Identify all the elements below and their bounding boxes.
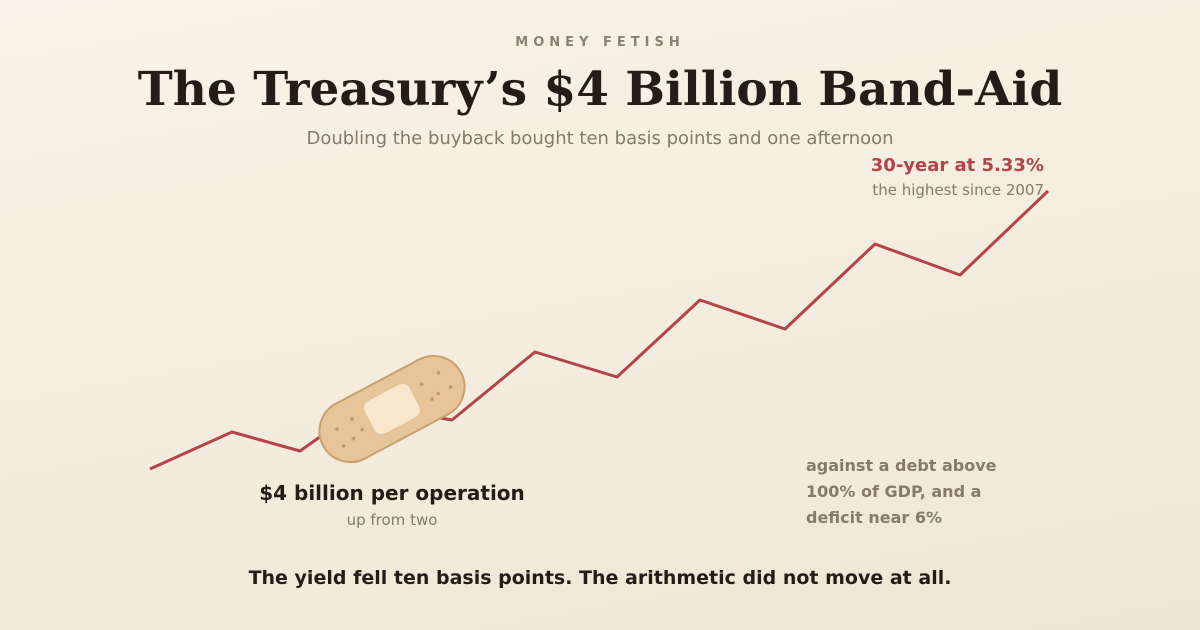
footer: The yield fell ten basis points. The ari…: [248, 567, 952, 589]
subtitle: Doubling the buyback bought ten basis po…: [306, 128, 894, 149]
debt-note: against a debt above 100% of GDP, and a …: [806, 456, 997, 527]
peak-note: the highest since 2007: [872, 181, 1044, 199]
operation-note: up from two: [346, 511, 438, 529]
kicker: MONEY FETISH: [515, 35, 685, 50]
peak-label: 30-year at 5.33%: [870, 155, 1044, 176]
operation-label: $4 billion per operation: [259, 481, 525, 505]
title: The Treasury’s $4 Billion Band-Aid: [137, 62, 1063, 117]
yield-line: [149, 189, 1050, 471]
band-aid: [318, 354, 466, 464]
